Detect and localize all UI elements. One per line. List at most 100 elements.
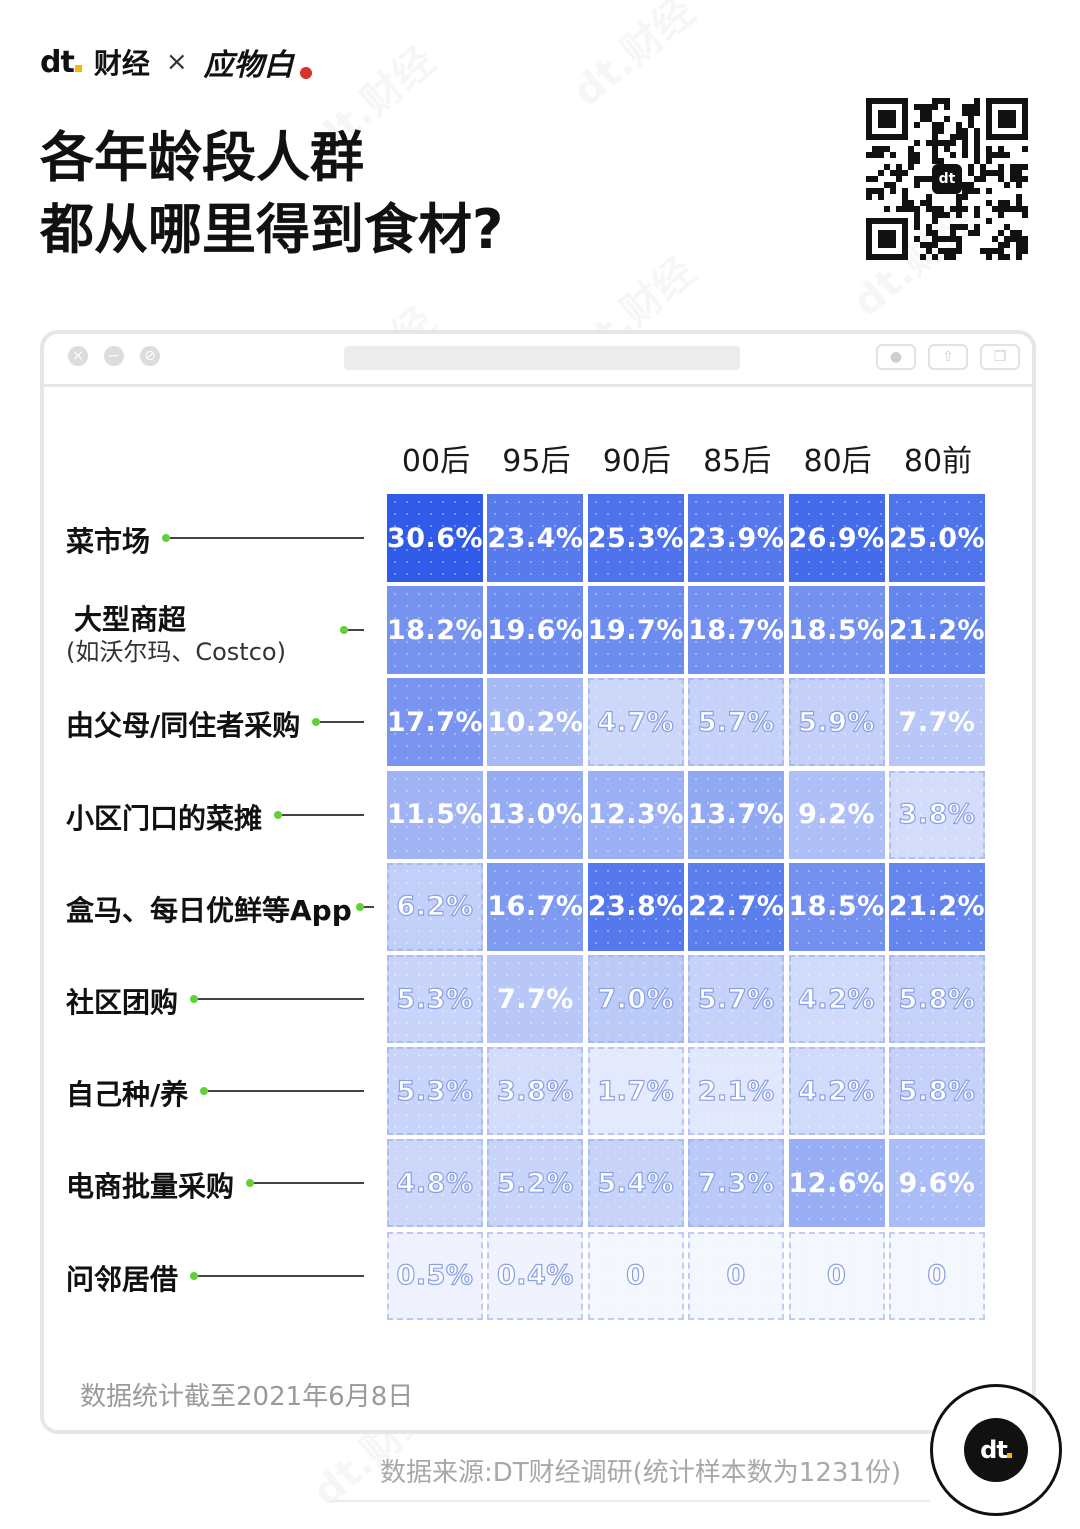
- title-line-1: 各年龄段人群: [40, 126, 364, 189]
- window-titlebar: × − ⊘ ● ⇧ ❐: [44, 334, 1032, 387]
- row-label: 社区团购: [66, 986, 179, 1019]
- heatmap-cell: 5.8%: [889, 955, 985, 1043]
- column-header: 90后: [602, 444, 671, 479]
- address-bar: [344, 346, 740, 370]
- heatmap-cell: 3.8%: [889, 770, 985, 859]
- divider: [330, 1500, 930, 1502]
- leader-line: [254, 1182, 364, 1185]
- leader-dot: [356, 902, 364, 911]
- heatmap-cell: 2.1%: [688, 1047, 785, 1136]
- leader-dot: [200, 1087, 209, 1096]
- heatmap-cell: 7.3%: [688, 1139, 785, 1228]
- heatmap-cell: 6.2%: [387, 862, 483, 951]
- heatmap-cell: 13.0%: [487, 770, 584, 859]
- dt-badge-logo: dt: [964, 1418, 1028, 1482]
- brand-name: 财经: [93, 47, 150, 80]
- brand-header: dt 财经 × 应物白: [40, 40, 312, 84]
- heatmap-cell: 18.2%: [387, 586, 483, 675]
- heatmap-cell: 18.5%: [789, 862, 885, 951]
- row-label: 大型商超: [74, 603, 187, 637]
- heatmap-cell: 5.3%: [387, 955, 483, 1043]
- leader-dot: [246, 1179, 255, 1188]
- heatmap-cell: 4.2%: [788, 955, 885, 1043]
- heatmap-cell: 17.7%: [387, 678, 483, 767]
- heatmap-cell: 0: [889, 1231, 985, 1320]
- leader-line: [282, 813, 364, 816]
- leader-line: [348, 629, 364, 632]
- heatmap-cell: 5.4%: [587, 1139, 684, 1228]
- heatmap-cell: 0.4%: [487, 1231, 584, 1320]
- collab-times-icon: ×: [165, 47, 188, 77]
- heatmap-cell: 23.8%: [588, 862, 684, 951]
- row-sublabel: (如沃尔玛、Costco): [66, 638, 286, 667]
- heatmap-cell: 4.8%: [387, 1139, 483, 1228]
- leader-line: [170, 537, 364, 539]
- column-header: 80前: [903, 444, 973, 479]
- heatmap-cell: 0: [587, 1231, 684, 1320]
- row-label: 由父母/同住者采购: [66, 709, 301, 743]
- heatmap-cell: 26.9%: [789, 494, 885, 582]
- leader-dot: [312, 718, 321, 727]
- seal-icon: [299, 67, 312, 79]
- partner-logo: 应物白: [203, 48, 294, 83]
- leader-line: [320, 721, 364, 724]
- heatmap-cell: 5.2%: [487, 1139, 584, 1228]
- heatmap-cell: 0.5%: [387, 1231, 483, 1320]
- data-date-note: 数据统计截至2021年6月8日: [80, 1382, 414, 1412]
- row-label: 盒马、每日优鲜等App: [66, 893, 352, 927]
- heatmap-cell: 7.7%: [889, 678, 985, 767]
- column-header: 95后: [502, 444, 571, 479]
- page-title: 各年龄段人群 都从哪里得到食材?: [40, 122, 503, 266]
- heatmap-cell: 23.4%: [487, 494, 584, 582]
- heatmap-cell: 21.2%: [889, 862, 985, 951]
- heatmap-cell: 30.6%: [387, 494, 483, 582]
- leader-dot: [190, 1271, 199, 1280]
- title-line-2: 都从哪里得到食材?: [40, 198, 504, 261]
- heatmap-cell: 11.5%: [387, 770, 483, 859]
- heatmap-cell: 4.2%: [788, 1047, 885, 1136]
- heatmap-cell: 21.2%: [889, 586, 985, 675]
- heatmap-cell: 18.7%: [688, 586, 785, 675]
- leader-dot: [274, 810, 283, 819]
- leader-line: [198, 1274, 364, 1277]
- heatmap-cell: 12.6%: [789, 1139, 885, 1228]
- heatmap-cell: 9.2%: [788, 770, 885, 859]
- heatmap-cell: 23.9%: [688, 494, 785, 582]
- row-label: 小区门口的菜摊: [66, 801, 263, 835]
- heatmap-cell: 7.0%: [587, 955, 684, 1043]
- heatmap-cell: 4.7%: [587, 678, 684, 767]
- heatmap-cell: 1.7%: [587, 1047, 684, 1136]
- heatmap-cell: 5.7%: [688, 955, 785, 1043]
- close-icon: ×: [68, 346, 88, 366]
- leader-line: [364, 905, 374, 908]
- heatmap-cell: 7.7%: [487, 955, 584, 1043]
- heatmap-cell: 5.8%: [889, 1047, 985, 1136]
- heatmap-cell: 10.2%: [487, 678, 584, 767]
- heatmap-cell: 19.7%: [588, 586, 684, 675]
- dt-logo: dt: [40, 45, 82, 80]
- heatmap-cell: 9.6%: [889, 1139, 985, 1228]
- row-label: 问邻居借: [66, 1262, 179, 1296]
- watermark: dt.财经: [558, 0, 705, 117]
- record-icon: ●: [876, 344, 916, 370]
- heatmap-cell: 25.0%: [889, 494, 985, 582]
- column-header: 80后: [803, 444, 872, 479]
- column-header: 85后: [703, 444, 772, 479]
- qr-code-icon: dt: [866, 98, 1028, 260]
- svg-text:dt: dt: [939, 171, 956, 187]
- heatmap-cell: 5.9%: [788, 678, 885, 767]
- heatmap-cell: 19.6%: [487, 586, 584, 675]
- heatmap-cell: 3.8%: [487, 1047, 584, 1136]
- heatmap-cell: 12.3%: [588, 770, 684, 859]
- row-label: 电商批量采购: [66, 1170, 235, 1204]
- heatmap-cell: 13.7%: [688, 770, 785, 859]
- leader-dot: [340, 626, 348, 635]
- windows-icon: ❐: [980, 344, 1020, 370]
- heatmap-cell: 5.7%: [688, 678, 785, 767]
- heatmap-cell: 18.5%: [789, 586, 885, 675]
- column-header: 00后: [401, 444, 471, 479]
- heatmap-cell: 5.3%: [387, 1047, 483, 1136]
- leader-dot: [190, 995, 199, 1003]
- leader-line: [208, 1090, 364, 1093]
- data-source: 数据来源:DT财经调研(统计样本数为1231份): [380, 1458, 902, 1488]
